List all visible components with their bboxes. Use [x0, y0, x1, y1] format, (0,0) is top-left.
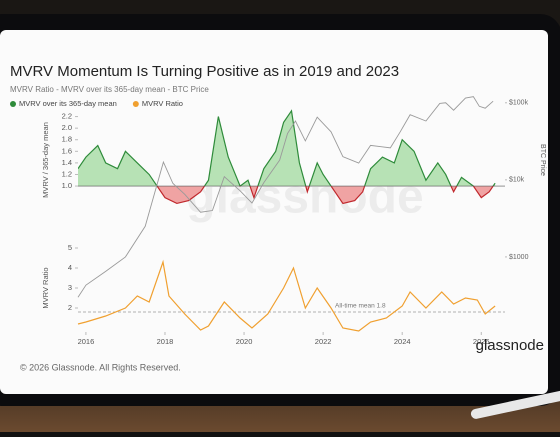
annotation: All-time mean 1.8 [335, 303, 386, 310]
y-tick-label: 4 [68, 263, 72, 272]
y-tick-label: 1.0 [62, 181, 72, 190]
y-tick-label: 2.2 [62, 112, 72, 121]
line [77, 259, 496, 332]
line-above [78, 109, 496, 187]
x-tick-label: 2026 [473, 337, 490, 346]
y2-tick-label: $100k [509, 100, 529, 107]
y-tick-label: 2 [68, 303, 72, 312]
legend-label: MVRV over its 365-day mean [19, 99, 117, 108]
x-tick-label: 2020 [236, 337, 253, 346]
y-tick-label: 1.2 [62, 169, 72, 178]
x-tick-label: 2018 [157, 337, 174, 346]
y2-axis-label: BTC Price [539, 144, 546, 176]
area-below [78, 186, 496, 204]
logo: glassnode [476, 337, 544, 354]
y-tick-label: 1.8 [62, 135, 72, 144]
y-tick-label: 3 [68, 283, 72, 292]
screen [0, 30, 548, 394]
line [77, 96, 494, 298]
y-tick-label: 1.6 [62, 146, 72, 155]
copyright: © 2026 Glassnode. All Rights Reserved. [20, 362, 181, 372]
y-tick-label: 5 [68, 243, 72, 252]
area-above [78, 110, 496, 187]
x-tick-label: 2024 [394, 337, 411, 346]
y-axis-label: MVRV / 365-day mean [41, 122, 50, 198]
y-tick-label: 1.4 [62, 158, 72, 167]
chart-title: MVRV Momentum Is Turning Positive as in … [10, 63, 399, 80]
x-tick-label: 2016 [78, 337, 95, 346]
y-axis-label: MVRV Ratio [41, 267, 50, 308]
legend-marker [132, 101, 139, 107]
x-tick-label: 2022 [315, 337, 332, 346]
y2-tick-label: $1000 [509, 254, 529, 261]
legend-marker [10, 101, 16, 107]
chart-subtitle: MVRV Ratio - MVRV over its 365-day mean … [10, 85, 209, 94]
legend-label: MVRV Ratio [142, 99, 183, 108]
y-tick-label: 2.0 [62, 123, 72, 132]
y2-tick-label: $10k [509, 177, 525, 184]
stylus [470, 385, 560, 419]
